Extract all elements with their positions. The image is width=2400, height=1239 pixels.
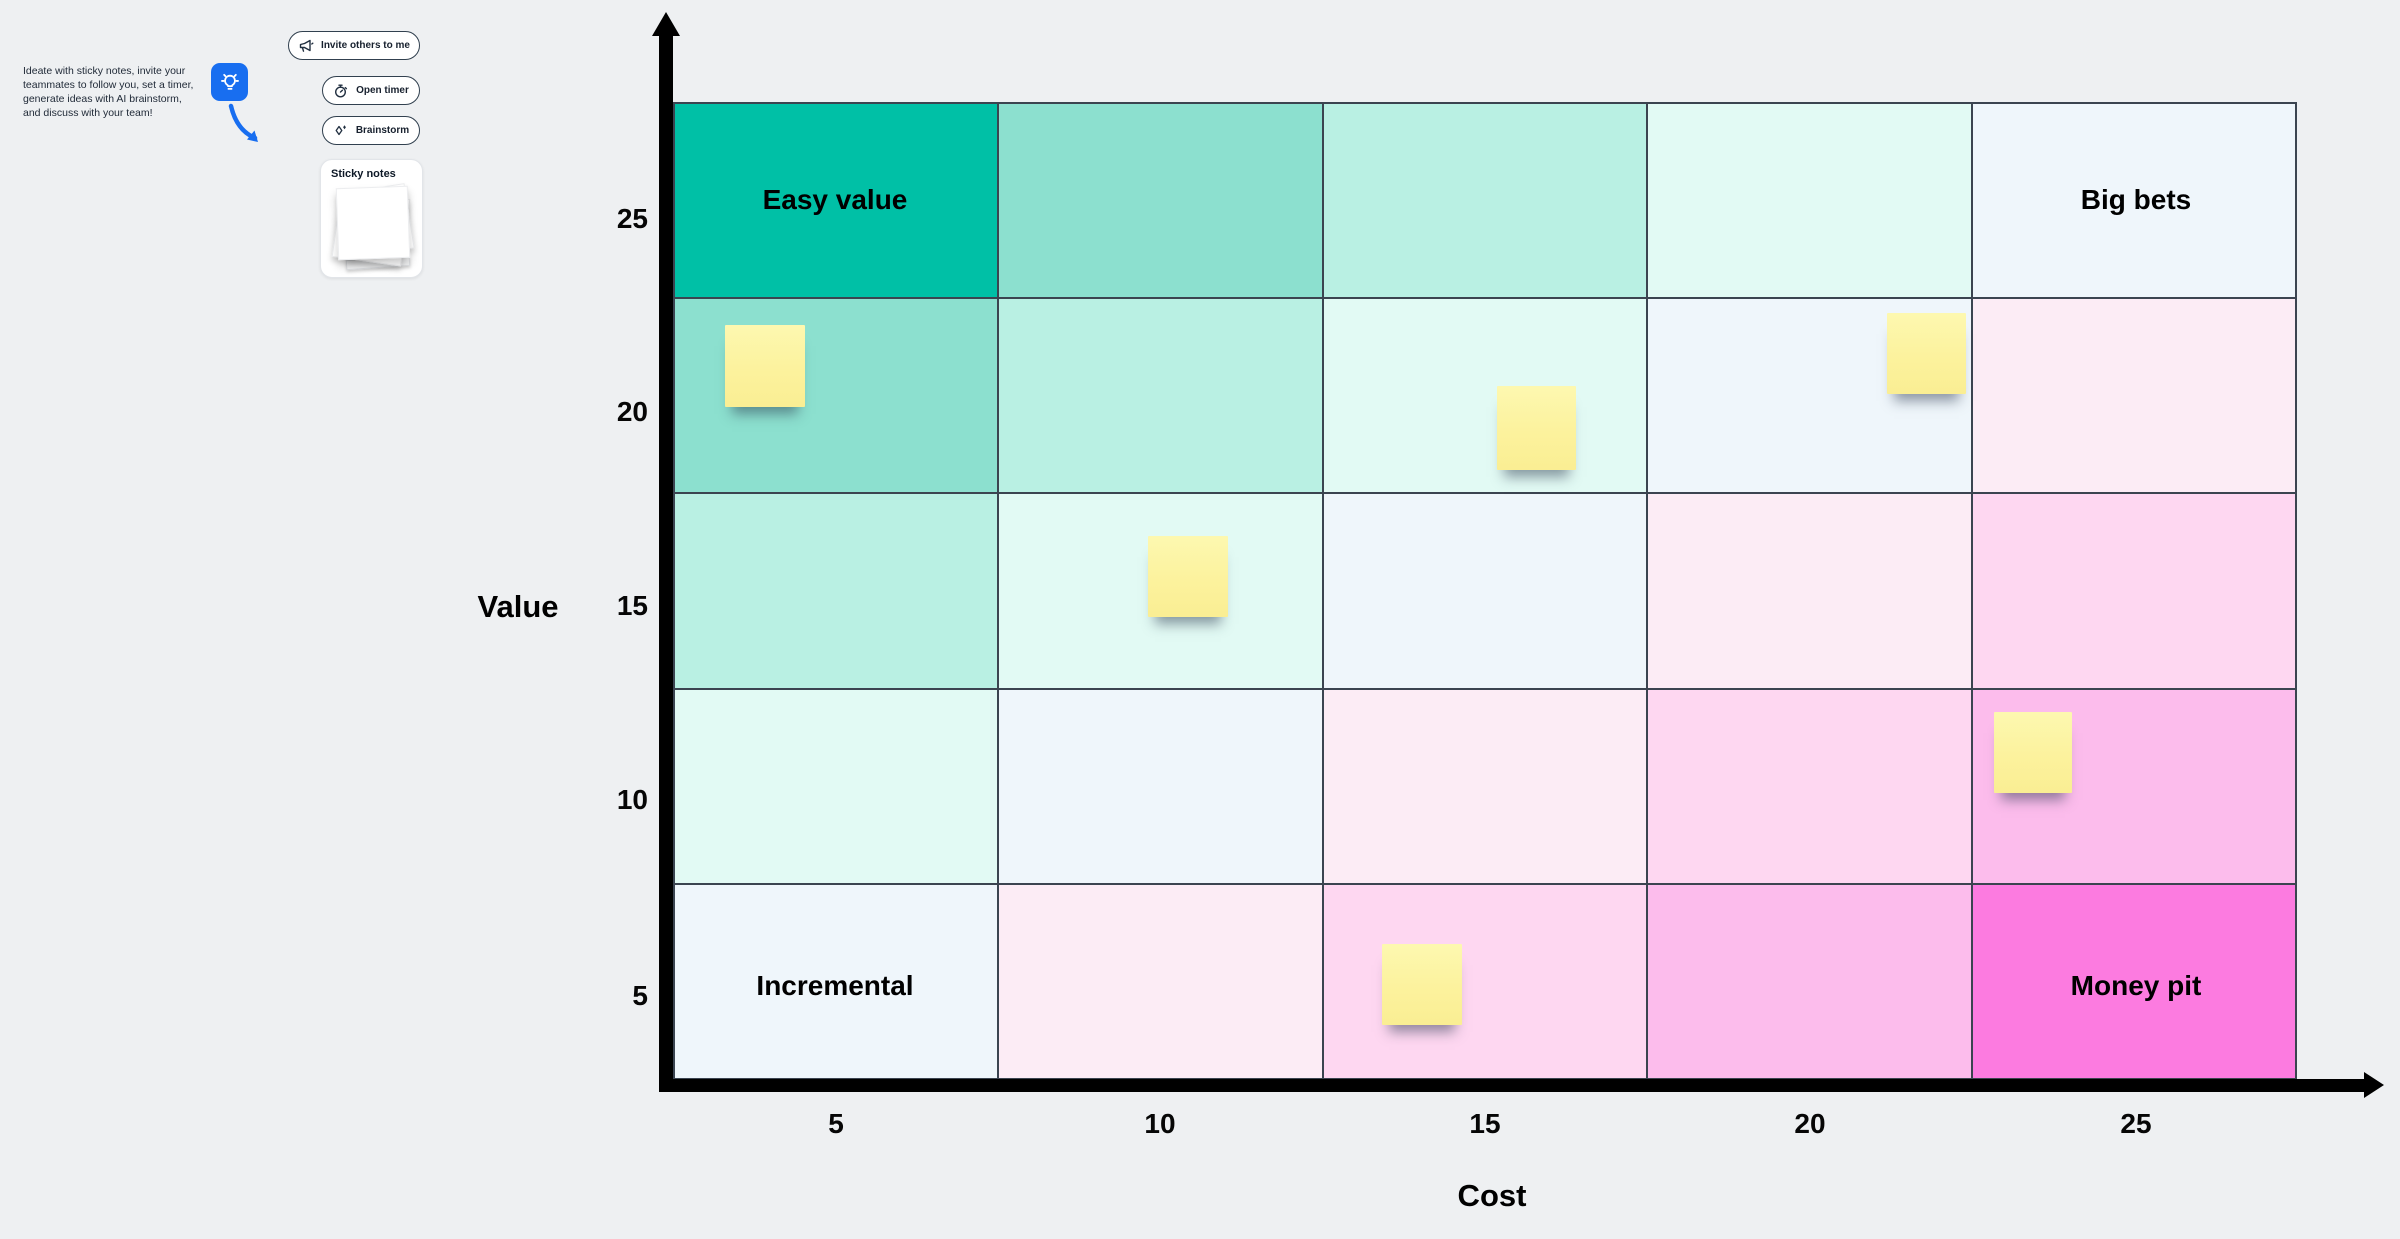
matrix-cell[interactable] bbox=[999, 104, 1322, 298]
sticky-sheet bbox=[335, 185, 410, 261]
brainstorm-label: Brainstorm bbox=[355, 125, 410, 136]
matrix-cell[interactable] bbox=[1648, 884, 1971, 1078]
matrix-cell[interactable] bbox=[675, 494, 998, 688]
matrix-cell[interactable] bbox=[1323, 299, 1647, 493]
x-tick-label: 5 bbox=[828, 1108, 844, 1139]
x-axis-arrow-icon bbox=[2364, 1072, 2384, 1098]
open-timer-button[interactable]: Open timer bbox=[322, 76, 420, 105]
y-tick-label: 25 bbox=[616, 203, 648, 234]
sticky-note[interactable] bbox=[1994, 712, 2072, 793]
matrix-cell[interactable] bbox=[675, 884, 998, 1078]
x-axis-title: Cost bbox=[1457, 1178, 1527, 1213]
y-tick-label: 15 bbox=[616, 590, 648, 621]
y-axis-title: Value bbox=[477, 589, 559, 624]
invite-others-button[interactable]: Invite others to me bbox=[288, 31, 420, 60]
invite-others-label: Invite others to me bbox=[321, 40, 410, 51]
matrix-cell[interactable] bbox=[1323, 104, 1647, 298]
matrix-cell[interactable] bbox=[1972, 104, 2295, 298]
quadrant-label-easy-value: Easy value bbox=[762, 184, 908, 215]
matrix-cell[interactable] bbox=[675, 689, 998, 883]
lightbulb-icon bbox=[211, 63, 248, 101]
x-tick-label: 10 bbox=[1144, 1108, 1176, 1139]
matrix-cell[interactable] bbox=[1648, 494, 1971, 688]
curved-arrow-icon bbox=[221, 101, 269, 149]
open-timer-label: Open timer bbox=[356, 85, 409, 96]
matrix-cell[interactable] bbox=[1972, 494, 2295, 688]
matrix-cell[interactable] bbox=[1972, 884, 2295, 1078]
x-tick-label: 25 bbox=[2120, 1108, 2152, 1139]
y-tick-label: 10 bbox=[616, 784, 648, 815]
sticky-notes-panel[interactable]: Sticky notes bbox=[320, 159, 423, 278]
x-axis-line bbox=[659, 1079, 2366, 1092]
matrix-cell[interactable] bbox=[675, 104, 998, 298]
matrix-cell[interactable] bbox=[999, 299, 1322, 493]
sticky-note[interactable] bbox=[1887, 313, 1966, 394]
helper-text: Ideate with sticky notes, invite your te… bbox=[23, 65, 194, 119]
y-tick-label: 5 bbox=[632, 980, 648, 1011]
matrix-cell[interactable] bbox=[675, 299, 998, 493]
matrix-cell[interactable] bbox=[999, 884, 1322, 1078]
brainstorm-button[interactable]: Brainstorm bbox=[322, 116, 420, 145]
megaphone-icon bbox=[298, 38, 314, 54]
sparkles-icon bbox=[333, 123, 349, 139]
matrix-cell[interactable] bbox=[1323, 884, 1647, 1078]
matrix-cell[interactable] bbox=[1323, 494, 1647, 688]
sticky-notes-panel-label: Sticky notes bbox=[331, 168, 396, 180]
quadrant-label-money-pit: Money pit bbox=[2070, 970, 2202, 1001]
matrix-cell[interactable] bbox=[999, 689, 1322, 883]
sticky-note[interactable] bbox=[725, 325, 805, 407]
sticky-note[interactable] bbox=[1382, 944, 1462, 1025]
matrix-cell[interactable] bbox=[1648, 104, 1971, 298]
x-tick-label: 15 bbox=[1469, 1108, 1501, 1139]
y-axis-line bbox=[659, 28, 673, 1092]
matrix-grid bbox=[673, 102, 2297, 1080]
sticky-note[interactable] bbox=[1148, 536, 1228, 617]
y-axis-arrow-icon bbox=[652, 12, 680, 36]
quadrant-label-incremental: Incremental bbox=[756, 970, 914, 1001]
sticky-note[interactable] bbox=[1497, 386, 1576, 470]
x-tick-label: 20 bbox=[1794, 1108, 1826, 1139]
matrix-cell[interactable] bbox=[1648, 689, 1971, 883]
y-tick-label: 20 bbox=[616, 396, 648, 427]
matrix-cell[interactable] bbox=[1323, 689, 1647, 883]
stopwatch-icon bbox=[333, 83, 349, 99]
matrix-cell[interactable] bbox=[1972, 299, 2295, 493]
quadrant-label-big-bets: Big bets bbox=[2080, 184, 2192, 215]
